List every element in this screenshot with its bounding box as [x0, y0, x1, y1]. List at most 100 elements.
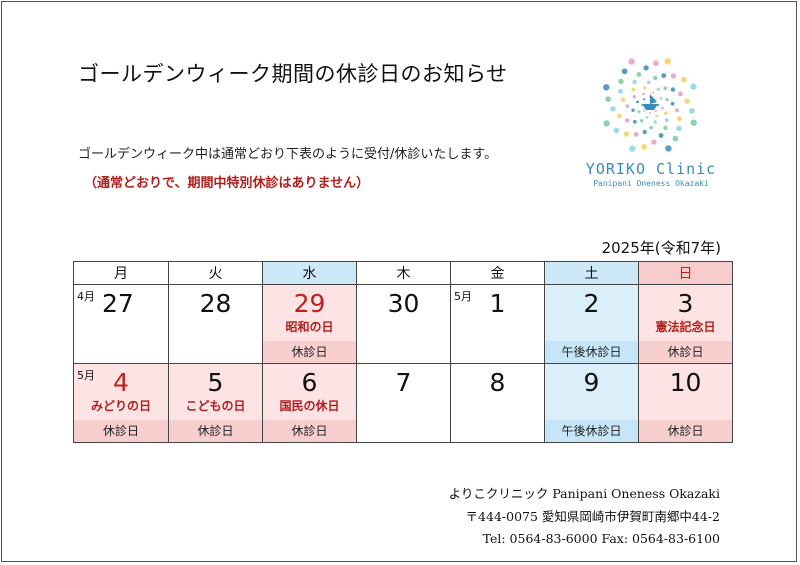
logo-dot [663, 86, 668, 91]
status-label: 休診日 [263, 420, 356, 442]
month-label: 4月 [77, 290, 95, 303]
logo-dot [603, 84, 610, 91]
logo-dot [663, 125, 668, 131]
logo-dot [605, 96, 612, 102]
intro-text: ゴールデンウィーク中は通常どおり下表のように受付/休診いたします。 [78, 147, 498, 162]
logo-dot [654, 109, 657, 112]
status-label: 休診日 [263, 341, 356, 363]
logo-dot [665, 145, 672, 152]
logo-dot [655, 114, 658, 118]
logo-dot [645, 116, 649, 119]
day-cell: 5月 1 [450, 284, 545, 364]
logo-dot [656, 87, 660, 91]
day-number: 5 [207, 368, 224, 397]
logo-dot [632, 119, 637, 124]
logo-dot [665, 98, 669, 102]
day-cell: 7 [356, 363, 451, 443]
logo-dot [610, 106, 616, 112]
weekday-header-row: 月 火 水 木 金 土 日 [73, 261, 733, 285]
weekday-thu: 木 [356, 261, 451, 285]
logo-dot [690, 83, 697, 90]
footer-clinic-name: よりこクリニック Panipani Oneness Okazaki [448, 486, 720, 501]
logo-dot [674, 108, 680, 113]
day-cell: 30 [356, 284, 451, 364]
day-cell: 4月 27 [73, 284, 169, 364]
day-number: 3 [677, 289, 694, 318]
day-cell: 9 午後休診日 [544, 363, 639, 443]
day-number: 29 [293, 289, 326, 318]
logo-dot [632, 95, 636, 99]
logo-dot [653, 75, 658, 81]
calendar-table: 月 火 水 木 金 土 日 4月 27 28 29 昭和の日 休診日 30 5月… [73, 261, 733, 443]
logo-dot [688, 108, 695, 114]
day-number: 27 [102, 289, 134, 318]
day-cell: 2 午後休診日 [544, 284, 639, 364]
holiday-name: みどりの日 [90, 399, 151, 413]
day-number: 9 [583, 368, 600, 397]
boat-icon [642, 94, 658, 110]
logo-dot [621, 68, 628, 75]
logo-dot [677, 116, 682, 122]
logo-dot [625, 104, 630, 109]
logo-dot [642, 92, 645, 96]
day-number: 6 [301, 368, 318, 397]
weekday-tue: 火 [168, 261, 263, 285]
logo-dot [661, 73, 667, 78]
status-label: 午後休診日 [545, 341, 638, 363]
status-label: 休診日 [169, 420, 262, 442]
footer-address: 〒444-0075 愛知県岡崎市伊賀町南郷中44-2 [465, 508, 720, 524]
logo-dot [643, 109, 646, 112]
logo-dot [664, 118, 669, 123]
weekday-mon: 月 [73, 261, 169, 285]
day-number: 4 [113, 368, 129, 397]
clinic-logo [603, 58, 697, 152]
logo-dot [613, 127, 620, 134]
logo-dot [651, 139, 657, 145]
logo-dot [617, 113, 622, 119]
clinic-footer: よりこクリニック Panipani Oneness Okazaki 〒444-0… [449, 483, 720, 551]
logo-dot [653, 120, 657, 124]
day-cell: 10 休診日 [638, 363, 733, 443]
logo-dot [643, 86, 647, 90]
status-label: 休診日 [74, 420, 168, 442]
weekday-wed: 水 [262, 261, 357, 285]
logo-dot [670, 73, 677, 79]
logo-dot [664, 111, 668, 115]
day-cell: 5 こどもの日 休診日 [168, 363, 263, 443]
month-label: 5月 [454, 290, 472, 303]
month-label: 5月 [77, 369, 95, 382]
logo-dot [620, 97, 626, 102]
day-cell: 5月 4 みどりの日 休診日 [73, 363, 169, 443]
logo-dot [618, 88, 623, 94]
holiday-name: 国民の休日 [279, 399, 340, 413]
page-title: ゴールデンウィーク期間の休診日のお知らせ [78, 62, 508, 86]
logo-name: YORIKO Clinic [585, 160, 717, 178]
logo-dot [643, 98, 646, 101]
day-number: 8 [489, 368, 506, 397]
day-number: 7 [395, 368, 412, 397]
logo-dot [670, 87, 676, 92]
status-label: 休診日 [639, 341, 732, 363]
logo-dot [653, 60, 659, 67]
logo-dot [631, 108, 635, 112]
day-number: 2 [583, 289, 600, 318]
logo-dot [636, 72, 642, 77]
logo-dot [640, 119, 644, 123]
day-cell: 3 憲法記念日 休診日 [638, 284, 733, 364]
day-number: 28 [199, 289, 232, 318]
day-cell: 8 [450, 363, 545, 443]
logo-dot [618, 78, 624, 85]
logo-dot [648, 111, 652, 115]
day-number: 10 [669, 368, 702, 397]
logo-dot [690, 119, 697, 126]
logo-dot [661, 106, 664, 110]
logo-dot [670, 101, 675, 106]
weekday-fri: 金 [450, 261, 545, 285]
logo-subtitle: Panipani Oneness Okazaki [593, 179, 709, 188]
footer-contact: Tel: 0564-83-6000 Fax: 0564-83-6100 [482, 531, 720, 546]
logo-dot [678, 91, 683, 97]
logo-dot [636, 100, 639, 104]
logo-dot [632, 79, 637, 85]
logo-dot [658, 133, 664, 138]
